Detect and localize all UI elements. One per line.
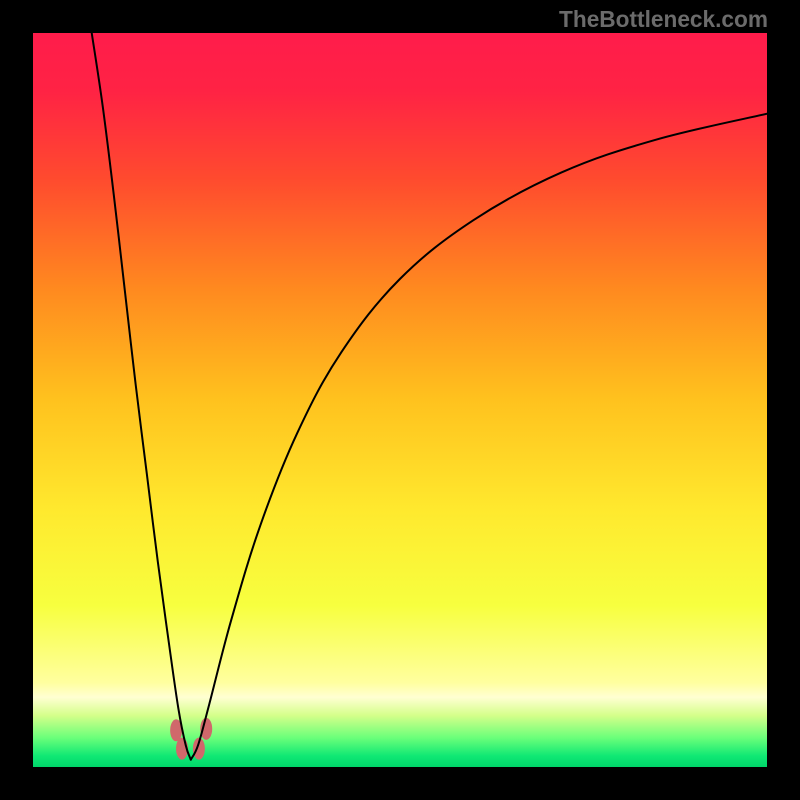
watermark-text: TheBottleneck.com (559, 6, 768, 33)
plot-area (33, 33, 767, 767)
curve-left-branch (92, 33, 191, 760)
curve-layer (33, 33, 767, 767)
curve-right-branch (191, 114, 767, 760)
chart-root: TheBottleneck.com (0, 0, 800, 800)
